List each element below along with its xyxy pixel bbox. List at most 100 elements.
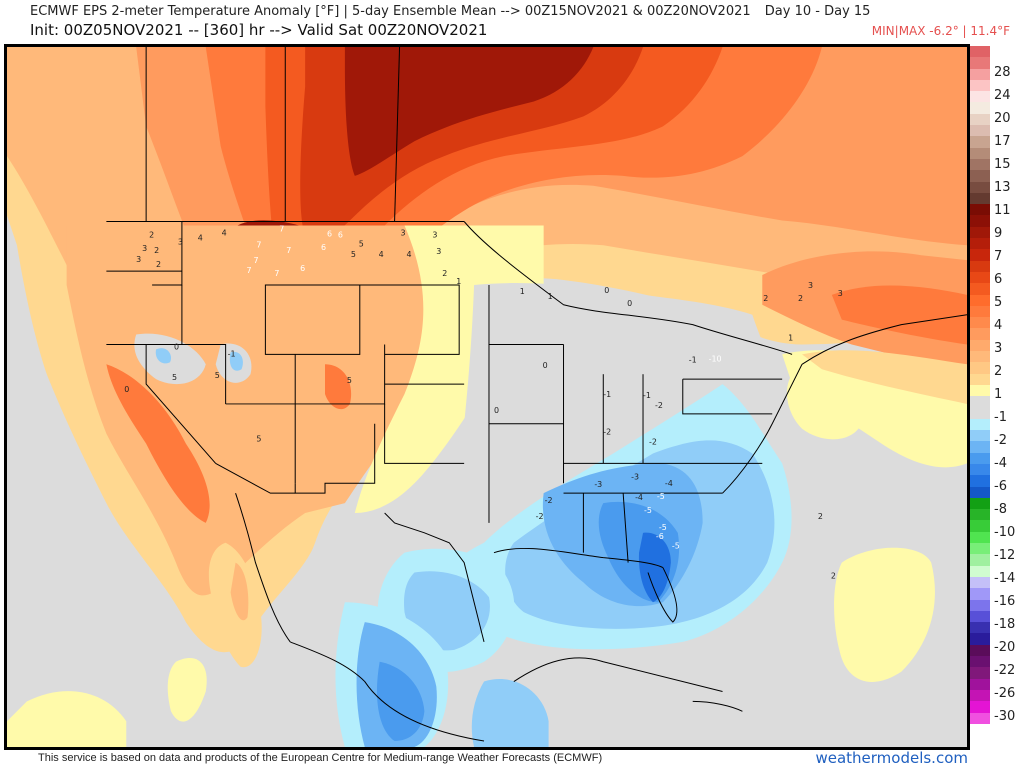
- anomaly-value-label: 5: [347, 376, 352, 385]
- colorbar-swatch: [970, 57, 990, 69]
- colorbar-swatch: [970, 373, 990, 385]
- colorbar-swatch: [970, 362, 990, 374]
- brand-link[interactable]: weathermodels.com: [815, 749, 968, 767]
- colorbar-tick-label: 28: [994, 65, 1011, 80]
- colorbar-tick-label: -6: [994, 479, 1007, 494]
- colorbar-tick-label: 2: [994, 364, 1003, 379]
- colorbar-tick-label: 3: [994, 341, 1003, 356]
- colorbar-swatch: [970, 418, 990, 431]
- anomaly-value-label: 3: [838, 289, 843, 298]
- colorbar-swatch: [970, 633, 990, 645]
- colorbar-tick-label: -1: [994, 410, 1007, 425]
- colorbar-tick-label: -18: [994, 617, 1016, 632]
- colorbar-swatch: [970, 407, 990, 419]
- colorbar-tick-label: -8: [994, 502, 1007, 517]
- colorbar-swatch: [970, 644, 990, 657]
- colorbar-swatch: [970, 576, 990, 589]
- colorbar-swatch: [970, 351, 990, 363]
- colorbar-tick-label: 5: [994, 295, 1003, 310]
- colorbar-legend: 28 24 20 17 15 13 11 9 7 6 5 4 3 2 1 -1 -2 -4 -6 -8 -10 -12 -1…: [970, 46, 1024, 746]
- anomaly-value-label: -5: [644, 506, 652, 515]
- anomaly-value-label: 4: [379, 250, 384, 259]
- colorbar-swatch: [970, 260, 990, 272]
- anomaly-value-label: 2: [156, 260, 161, 269]
- anomaly-value-label: 7: [247, 266, 252, 275]
- colorbar-swatch: [970, 667, 990, 679]
- anomaly-value-label: -1: [228, 349, 236, 358]
- colorbar-swatch: [970, 317, 990, 329]
- title-line1: ECMWF EPS 2-meter Temperature Anomaly [°…: [30, 4, 751, 19]
- anomaly-value-label: 5: [172, 373, 177, 382]
- anomaly-value-label: -2: [545, 496, 553, 505]
- colorbar-swatch: [970, 441, 990, 453]
- colorbar-tick-label: 4: [994, 318, 1003, 333]
- anomaly-value-label: 1: [548, 292, 553, 301]
- colorbar-swatch: [970, 565, 990, 577]
- anomaly-value-label: 6: [327, 229, 332, 238]
- colorbar-swatch: [970, 249, 990, 261]
- colorbar-tick-label: -20: [994, 640, 1016, 655]
- colorbar-swatch: [970, 125, 990, 137]
- anomaly-value-label: -1: [643, 391, 651, 400]
- colorbar-tick-label: 15: [994, 157, 1011, 172]
- colorbar-tick-label: 24: [994, 88, 1011, 103]
- anomaly-value-label: -5: [672, 542, 680, 551]
- anomaly-value-label: 0: [174, 342, 179, 351]
- colorbar-swatch: [970, 622, 990, 634]
- anomaly-value-label: -4: [635, 493, 643, 502]
- colorbar-tick-label: -10: [994, 525, 1016, 540]
- anomaly-value-label: 7: [286, 246, 291, 255]
- anomaly-value-label: 7: [253, 256, 258, 265]
- anomaly-value-label: 1: [788, 333, 793, 342]
- minmax-readout: MIN|MAX -6.2° | 11.4°F: [871, 24, 1010, 38]
- colorbar-swatch: [970, 497, 990, 510]
- anomaly-value-label: -4: [665, 479, 673, 488]
- anomaly-value-label: -2: [649, 438, 657, 447]
- anomaly-value-label: 3: [178, 237, 183, 246]
- colorbar-swatch: [970, 204, 990, 216]
- colorbar-swatch: [970, 430, 990, 442]
- anomaly-value-label: 4: [407, 250, 412, 259]
- colorbar-tick-label: -12: [994, 548, 1016, 563]
- colorbar-swatch: [970, 520, 990, 532]
- colorbar-swatch: [970, 192, 990, 205]
- colorbar-swatch: [970, 215, 990, 227]
- anomaly-value-label: 6: [338, 230, 343, 239]
- anomaly-value-label: -1: [689, 355, 697, 364]
- day-range: Day 10 - Day 15: [764, 4, 871, 19]
- colorbar-swatch: [970, 91, 990, 103]
- colorbar-swatch: [970, 531, 990, 544]
- anomaly-value-label: 2: [763, 294, 768, 303]
- colorbar-swatch: [970, 79, 990, 92]
- colorbar-swatch: [970, 610, 990, 623]
- colorbar-tick-label: 1: [994, 387, 1003, 402]
- colorbar-swatch: [970, 588, 990, 600]
- anomaly-value-label: 4: [222, 228, 227, 237]
- colorbar-tick-label: 13: [994, 180, 1011, 195]
- colorbar-tick-label: 11: [994, 203, 1011, 218]
- anomaly-value-label: 3: [136, 255, 141, 264]
- colorbar-swatch: [970, 147, 990, 159]
- colorbar-swatch: [970, 486, 990, 498]
- colorbar-swatch: [970, 328, 990, 340]
- anomaly-value-label: 2: [831, 571, 836, 580]
- colorbar-swatch: [970, 158, 990, 171]
- anomaly-value-label: 7: [256, 240, 261, 249]
- anomaly-value-label: 0: [124, 385, 129, 394]
- colorbar-swatch: [970, 396, 990, 408]
- anomaly-value-label: 2: [149, 230, 154, 239]
- colorbar-tick-label: -4: [994, 456, 1007, 471]
- anomaly-value-label: 3: [808, 281, 813, 290]
- colorbar-swatch: [970, 46, 990, 58]
- colorbar-swatch: [970, 305, 990, 318]
- chart-title: ECMWF EPS 2-meter Temperature Anomaly [°…: [30, 4, 870, 19]
- anomaly-value-label: 3: [436, 247, 441, 256]
- anomaly-value-label: 5: [359, 239, 364, 248]
- anomaly-value-label: 7: [279, 224, 284, 233]
- colorbar-swatch: [970, 689, 990, 702]
- colorbar-swatch: [970, 678, 990, 690]
- anomaly-value-label: 5: [351, 250, 356, 259]
- colorbar-swatch: [970, 384, 990, 397]
